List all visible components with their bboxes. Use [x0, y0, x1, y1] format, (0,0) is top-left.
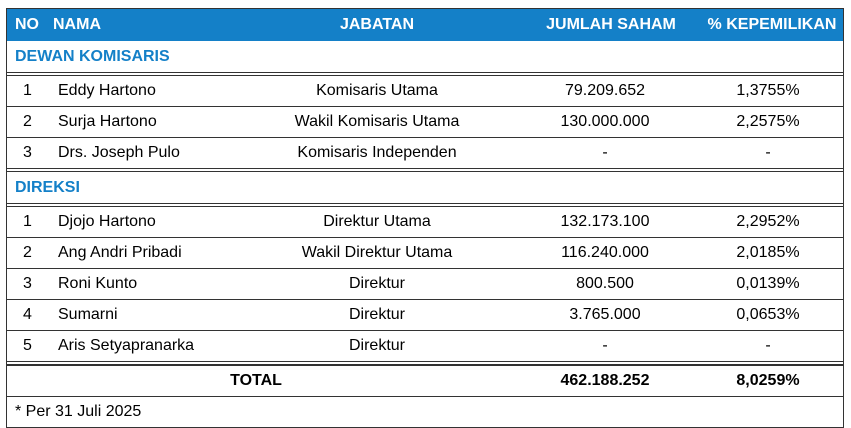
row-kepemilikan: 0,0139% [736, 275, 800, 292]
footnote-row: * Per 31 Juli 2025 [7, 397, 843, 427]
divider [7, 73, 843, 76]
section-title: DEWAN KOMISARIS [15, 47, 170, 65]
row-jabatan: Direktur [348, 275, 405, 292]
dewan-komisaris-rows: 1 Eddy Hartono Komisaris Utama 79.209.652 1,… [7, 76, 843, 169]
row-no: 3 [23, 275, 32, 292]
row-kepemilikan: - [765, 337, 771, 354]
row-no: 2 [23, 244, 32, 261]
table-row: 4 Sumarni Direktur 3.765.000 0,0653% [7, 300, 843, 331]
row-jumlah-saham: 79.209.652 [564, 82, 646, 99]
row-jumlah-saham: 116.240.000 [561, 244, 649, 261]
row-nama: Roni Kunto [58, 275, 138, 292]
divider [7, 362, 843, 365]
shareholding-table: NO NAMA JABATAN JUMLAH SAHAM % KEPEMILIK… [6, 8, 844, 428]
row-jumlah-saham: 800.500 [576, 275, 634, 292]
row-no: 1 [23, 213, 32, 230]
row-jabatan: Komisaris Utama [316, 82, 438, 99]
table-row: 2 Ang Andri Pribadi Wakil Direktur Utama 11… [7, 238, 843, 269]
row-no: 2 [23, 113, 32, 130]
row-jumlah-saham: 3.765.000 [569, 306, 641, 323]
row-jabatan: Wakil Direktur Utama [301, 244, 453, 261]
row-kepemilikan: 2,2952% [736, 213, 800, 230]
row-kepemilikan: 0,0653% [736, 306, 800, 323]
table-header: NO NAMA JABATAN JUMLAH SAHAM % KEPEMILIK… [7, 9, 843, 41]
table-row: 1 Djojo Hartono Direktur Utama 132.173.100 2… [7, 207, 843, 238]
row-jumlah-saham: - [602, 144, 608, 161]
row-no: 4 [23, 306, 32, 323]
row-kepemilikan: - [765, 144, 771, 161]
header-jabatan: JABATAN [339, 16, 415, 33]
direksi-rows: 1 Djojo Hartono Direktur Utama 132.173.100 2… [7, 207, 843, 362]
row-nama: Eddy Hartono [58, 82, 156, 99]
row-nama: Drs. Joseph Pulo [58, 144, 180, 161]
row-kepemilikan: 2,2575% [736, 113, 800, 130]
divider [7, 204, 843, 207]
row-nama: Sumarni [58, 306, 118, 323]
row-nama: Surja Hartono [58, 113, 157, 130]
row-jumlah-saham: 130.000.000 [560, 113, 650, 130]
row-kepemilikan: 1,3755% [736, 82, 800, 99]
row-nama: Ang Andri Pribadi [58, 244, 182, 261]
total-jumlah: 462.188.252 [560, 372, 650, 389]
header-kepemilikan: % KEPEMILIKAN [707, 16, 837, 33]
row-jumlah-saham: 132.173.100 [560, 213, 650, 230]
table-row: 3 Roni Kunto Direktur 800.500 0,0139% [7, 269, 843, 300]
header-no: NO [15, 16, 39, 33]
row-jumlah-saham: - [602, 337, 608, 354]
row-nama: Djojo Hartono [58, 213, 156, 230]
total-pct: 8,0259% [736, 372, 800, 389]
row-jabatan: Direktur Utama [323, 213, 431, 230]
table-row: 2 Surja Hartono Wakil Komisaris Utama 130.0… [7, 107, 843, 138]
row-no: 5 [23, 337, 32, 354]
row-jabatan: Direktur [348, 337, 405, 354]
footnote: * Per 31 Juli 2025 [15, 403, 142, 420]
row-nama: Aris Setyapranarka [58, 337, 195, 354]
table-row: 5 Aris Setyapranarka Direktur - - [7, 331, 843, 362]
header-nama: NAMA [53, 16, 101, 33]
header-jumlah-saham: JUMLAH SAHAM [546, 16, 676, 33]
section-direksi: DIREKSI [7, 172, 843, 204]
section-dewan-komisaris: DEWAN KOMISARIS [7, 41, 843, 73]
table-row: 1 Eddy Hartono Komisaris Utama 79.209.652 1,… [7, 76, 843, 107]
section-title: DIREKSI [15, 178, 80, 196]
row-jabatan: Komisaris Independen [297, 144, 457, 161]
row-no: 3 [23, 144, 32, 161]
total-label: TOTAL [230, 372, 282, 389]
total-row: TOTAL 462.188.252 8,0259% [7, 365, 843, 397]
table-row: 3 Drs. Joseph Pulo Komisaris Independen - - [7, 138, 843, 169]
divider [7, 169, 843, 172]
row-jabatan: Direktur [348, 306, 405, 323]
row-jabatan: Wakil Komisaris Utama [294, 113, 460, 130]
row-no: 1 [23, 82, 32, 99]
row-kepemilikan: 2,0185% [736, 244, 800, 261]
